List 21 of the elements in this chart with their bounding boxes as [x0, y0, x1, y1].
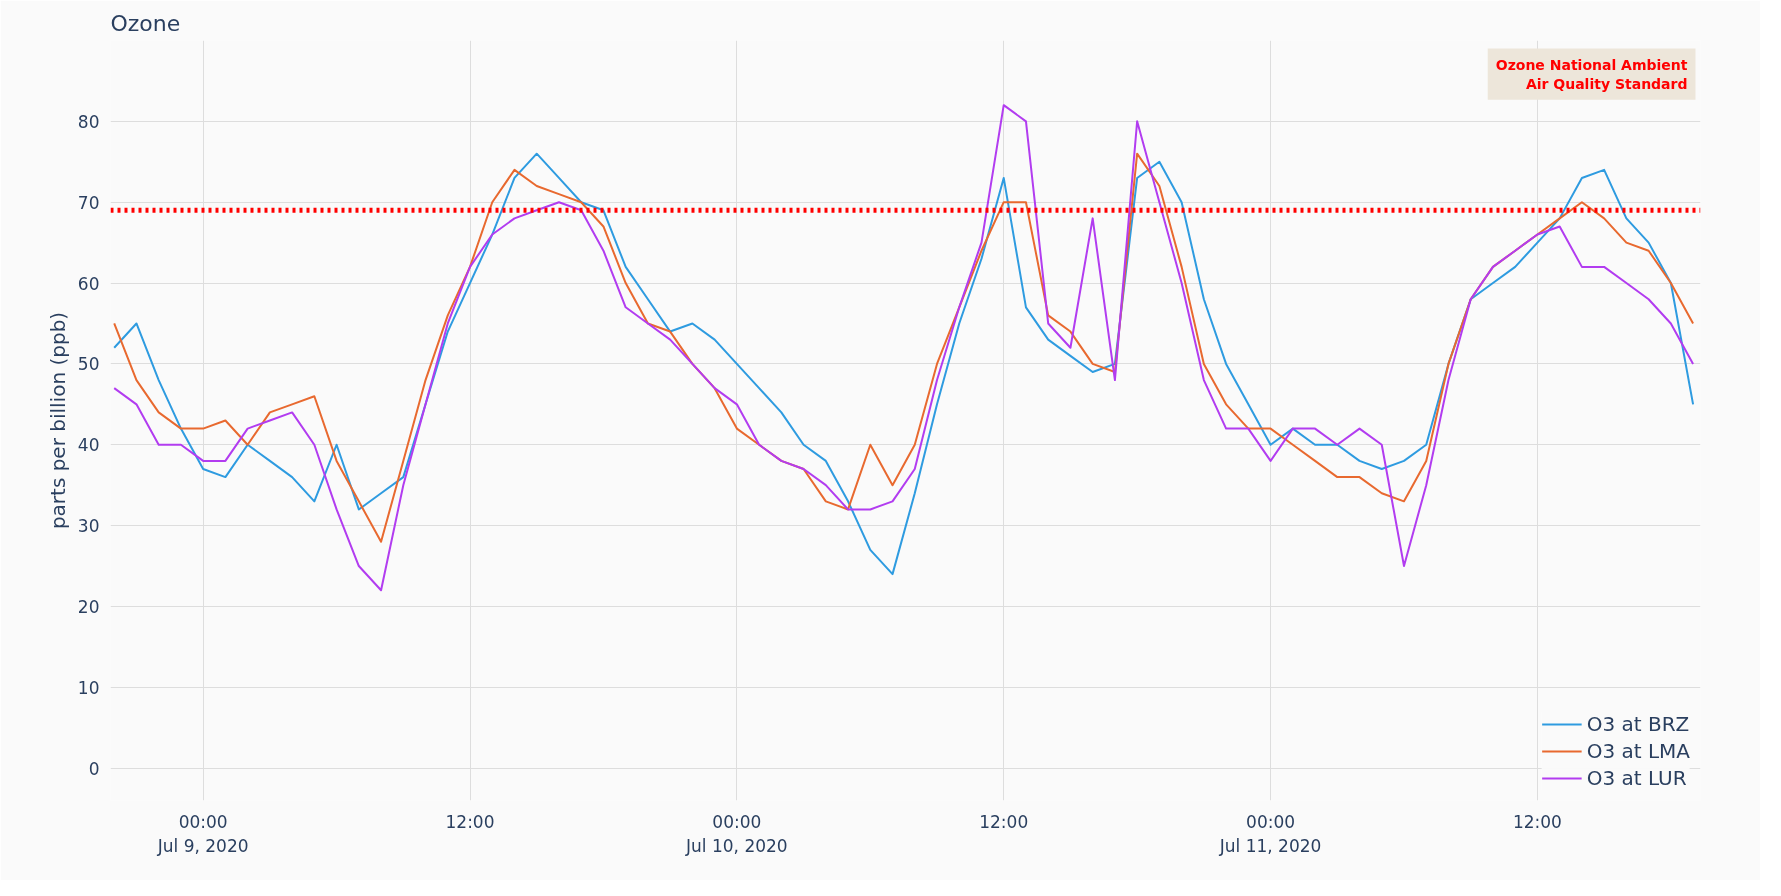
legend-label: O3 at LUR: [1586, 766, 1687, 790]
y-tick-label: 60: [77, 273, 100, 294]
y-axis-title: parts per billion (ppb): [45, 311, 70, 530]
x-tick-label: 00:00 Jul 11, 2020: [1218, 811, 1322, 856]
y-tick-label: 50: [77, 354, 100, 375]
legend-label: O3 at BRZ: [1586, 712, 1690, 736]
x-tick-label: 00:00 Jul 9, 2020: [156, 811, 249, 856]
x-tick-label: 12:00: [979, 811, 1029, 832]
y-tick-label: 30: [77, 516, 100, 537]
legend-label: O3 at LMA: [1586, 739, 1690, 763]
y-tick-label: 20: [77, 596, 100, 617]
x-tick-label: 00:00 Jul 10, 2020: [685, 811, 788, 856]
chart-title: Ozone: [110, 10, 181, 36]
y-tick-label: 10: [77, 677, 100, 698]
ref-line-label: Ozone National Ambient Air Quality Standard: [1495, 56, 1688, 92]
x-tick-label: 12:00: [1512, 811, 1562, 832]
y-tick-label: 70: [77, 192, 100, 213]
y-tick-label: 80: [77, 111, 100, 132]
y-tick-label: 0: [88, 758, 100, 779]
x-tick-label: 12:00: [445, 811, 495, 832]
y-tick-label: 40: [77, 435, 100, 456]
